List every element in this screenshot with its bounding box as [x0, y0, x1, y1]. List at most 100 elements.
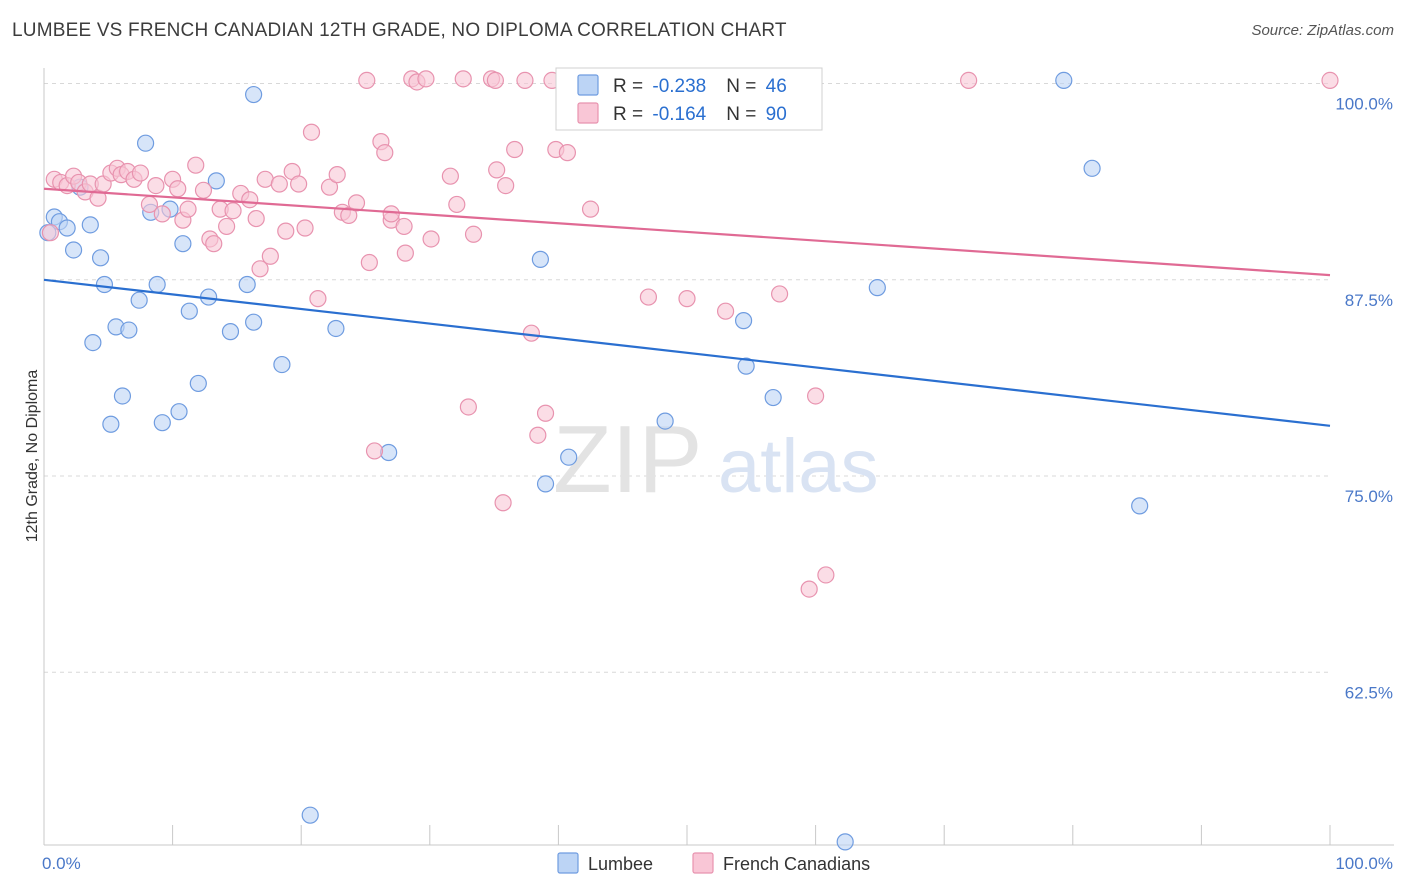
french-canadian-point: [340, 206, 358, 225]
legend-swatch-french: [692, 852, 714, 874]
french-canadian-point: [529, 426, 547, 444]
lumbee-point: [301, 806, 319, 824]
french-canadian-point: [716, 302, 735, 320]
lumbee-point: [536, 475, 555, 493]
stats-n-value-lumbee: 46: [766, 76, 787, 97]
lumbee-point: [1131, 497, 1149, 515]
x-tick-label-end: 100.0%: [1335, 854, 1393, 873]
stats-box-frame: [555, 67, 823, 131]
french-canadian-point: [422, 230, 440, 248]
french-canadian-point: [770, 285, 789, 303]
french-canadian-point: [179, 200, 197, 218]
french-canadian-point: [536, 404, 555, 422]
french-canadian-point: [147, 177, 165, 195]
stats-row-french: R = -0.164 N = 90: [613, 104, 787, 125]
lumbee-point: [174, 235, 192, 253]
lumbee-point: [91, 249, 110, 267]
y-tick-label: 62.5%: [1345, 683, 1393, 702]
stats-n-value-french: 90: [766, 104, 787, 125]
french-canadian-point: [320, 178, 339, 196]
french-canadian-point: [187, 156, 205, 174]
lumbee-point: [327, 319, 345, 338]
french-canadian-point: [358, 71, 376, 90]
french-canadian-point: [678, 290, 696, 308]
french-canadian-point: [488, 161, 506, 179]
stats-swatch-lumbee: [577, 74, 599, 96]
lumbee-point: [148, 275, 166, 294]
french-canadian-point: [382, 205, 400, 223]
french-canadian-point: [376, 144, 394, 162]
french-canadian-point: [131, 164, 150, 182]
french-canadian-trend-line: [43, 187, 1331, 277]
y-tick-label: 87.5%: [1345, 291, 1393, 310]
french-canadian-point: [396, 244, 414, 262]
lumbee-point: [380, 443, 398, 462]
lumbee-point: [734, 312, 753, 330]
lumbee-point: [102, 415, 120, 433]
french-canadian-point: [417, 70, 435, 88]
french-canadian-point: [360, 253, 378, 272]
lumbee-point: [531, 250, 549, 268]
lumbee-trend-line: [43, 278, 1331, 427]
french-canadian-point: [153, 205, 171, 223]
french-canadian-point: [639, 288, 658, 306]
lumbee-point: [245, 313, 263, 331]
french-canadian-point: [205, 235, 223, 253]
french-canadian-point: [494, 494, 512, 512]
legend-label-lumbee: Lumbee: [588, 854, 653, 874]
french-canadian-point: [454, 70, 472, 88]
watermark-zip: ZIP: [553, 406, 702, 513]
french-canadian-point: [506, 140, 524, 159]
y-tick-label: 75.0%: [1345, 487, 1393, 506]
watermark-atlas: atlas: [718, 424, 879, 509]
lumbee-point: [113, 387, 132, 405]
stats-n-label-french: N =: [726, 104, 761, 125]
french-canadian-point: [347, 194, 366, 212]
french-canadian-point: [296, 219, 314, 237]
x-tick-label-start: 0.0%: [42, 854, 81, 873]
lumbee-point: [273, 355, 291, 374]
french-canadian-point: [261, 247, 279, 265]
french-canadian-point: [169, 180, 187, 198]
french-canadian-point: [1321, 71, 1339, 90]
lumbee-point: [1055, 71, 1073, 90]
lumbee-point: [120, 321, 138, 339]
source-label: Source: ZipAtlas.com: [1251, 22, 1394, 39]
french-canadian-point: [817, 566, 835, 584]
french-canadian-point: [581, 200, 600, 218]
french-canadian-point: [365, 442, 384, 460]
stats-r-label-lumbee: R =: [613, 76, 648, 97]
stats-box: R = -0.238 N = 46 R = -0.164 N = 90: [555, 67, 823, 131]
lumbee-point: [764, 388, 782, 407]
lumbee-point: [560, 448, 578, 466]
lumbee-point: [58, 219, 76, 237]
french-canadian-point: [194, 181, 213, 199]
legend-label-french: French Canadians: [723, 854, 870, 874]
y-tick-label: 100.0%: [1335, 95, 1393, 114]
french-canadian-point: [459, 398, 477, 416]
french-canadian-point: [328, 166, 346, 184]
stats-r-label-french: R =: [613, 104, 648, 125]
lumbee-point: [130, 291, 148, 309]
french-canadian-point: [800, 580, 818, 598]
lumbee-point: [136, 134, 155, 152]
lumbee-point: [153, 414, 171, 432]
french-canadian-point: [448, 195, 466, 214]
lumbee-point: [84, 334, 102, 352]
lumbee-point: [221, 323, 240, 341]
gridlines: [44, 83, 1330, 673]
stats-row-lumbee: R = -0.238 N = 46: [613, 76, 787, 97]
french-canadian-point: [241, 191, 259, 209]
lumbee-point: [180, 302, 198, 320]
french-canadian-point: [41, 224, 60, 242]
watermark: ZIP atlas: [553, 406, 879, 513]
french-canadian-point: [497, 177, 515, 195]
lumbee-point: [737, 357, 755, 375]
trend-lines: [43, 187, 1331, 427]
french-canadian-point: [522, 324, 540, 342]
chart-title: LUMBEE VS FRENCH CANADIAN 12TH GRADE, NO…: [12, 20, 787, 41]
french-canadian-point: [960, 71, 978, 90]
french-canadian-point: [806, 387, 825, 405]
legend-swatch-lumbee: [557, 852, 579, 874]
